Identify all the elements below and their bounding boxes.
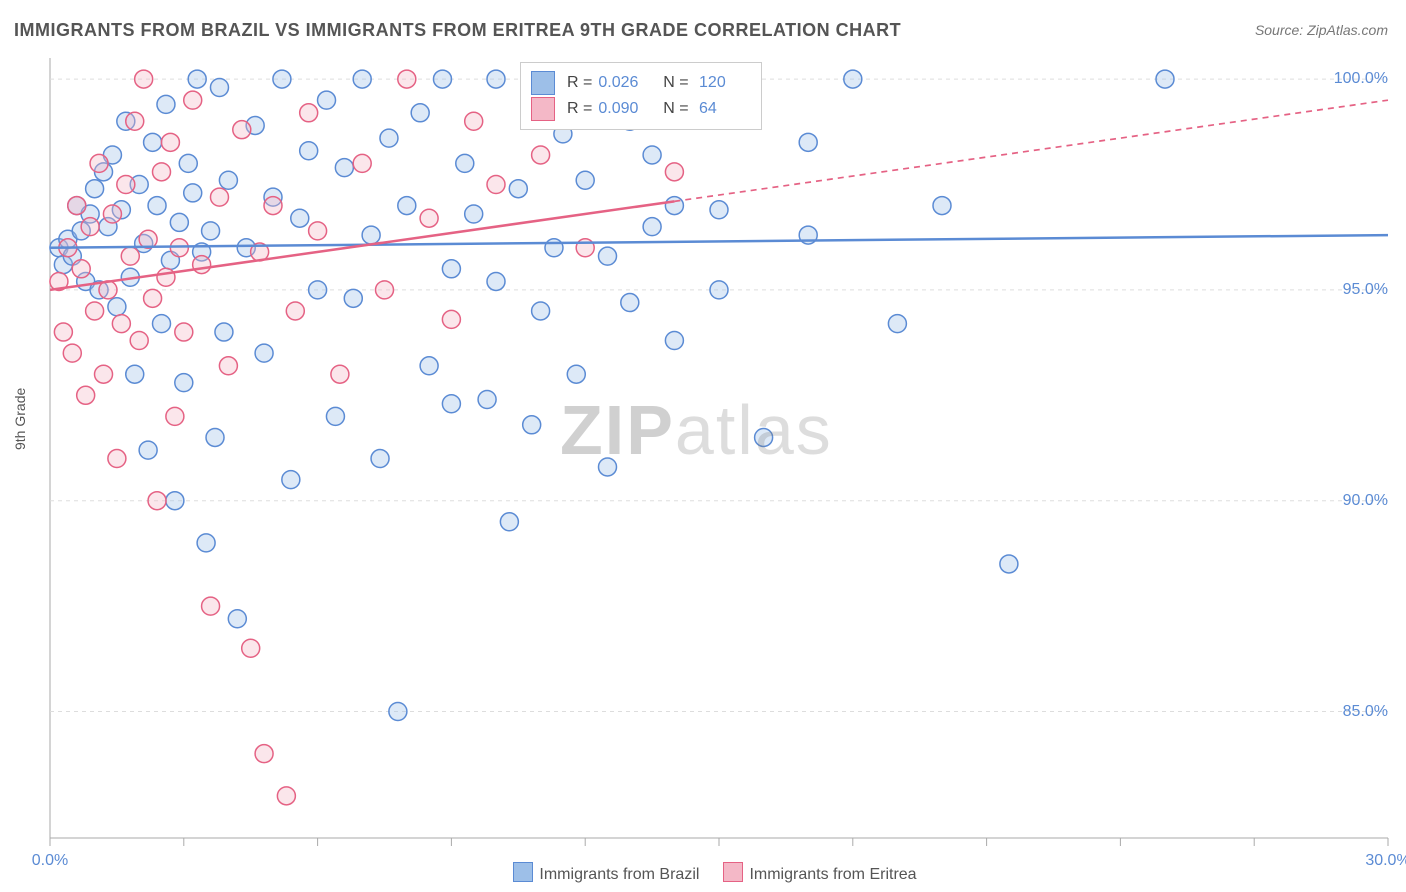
y-tick-label: 100.0% (1334, 70, 1388, 88)
legend-row-eritrea: R =0.090 N = 64 (531, 97, 751, 121)
series-legend: Immigrants from Brazil Immigrants from Er… (0, 862, 1406, 884)
y-tick-label: 95.0% (1343, 281, 1388, 299)
stats-legend: R =0.026 N = 120R =0.090 N = 64 (520, 62, 762, 130)
y-tick-label: 85.0% (1343, 703, 1388, 721)
x-tick-label: 30.0% (1365, 852, 1406, 870)
chart-stage: IMMIGRANTS FROM BRAZIL VS IMMIGRANTS FRO… (0, 0, 1406, 892)
legend-swatch-eritrea (723, 862, 743, 882)
y-tick-label: 90.0% (1343, 492, 1388, 510)
x-tick-label: 0.0% (32, 852, 68, 870)
legend-label-brazil: Immigrants from Brazil (539, 866, 699, 883)
scatter-plot (0, 0, 1406, 892)
legend-row-brazil: R =0.026 N = 120 (531, 71, 751, 95)
series-brazil (50, 70, 1174, 720)
legend-label-eritrea: Immigrants from Eritrea (749, 866, 916, 883)
legend-swatch-brazil (513, 862, 533, 882)
